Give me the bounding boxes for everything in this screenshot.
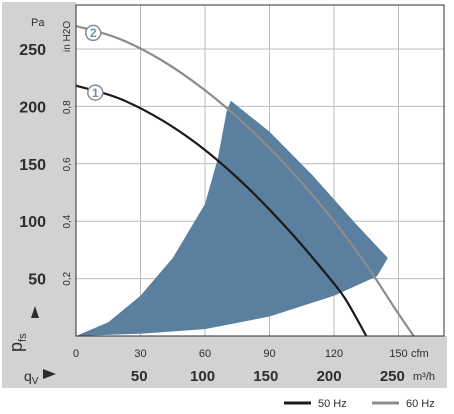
operating-region-layer xyxy=(76,100,388,336)
legend-label-50hz: 50 Hz xyxy=(318,398,347,410)
y-axis-symbol-main: p xyxy=(6,342,26,352)
cfm-tick-label-150: 150 xyxy=(389,348,407,360)
m3h-tick-label-200: 200 xyxy=(317,368,342,385)
inh2o-unit-label: in H2O xyxy=(62,21,73,52)
pa-unit-label: Pa xyxy=(31,17,45,29)
x-axis-symbol-main: q xyxy=(24,368,32,384)
curve-marker-label-1: 1 xyxy=(92,86,99,100)
m3h-tick-label-150: 150 xyxy=(253,368,278,385)
inh2o-tick-label-3: 0,8 xyxy=(62,100,73,114)
m3h-tick-label-250: 250 xyxy=(380,368,405,385)
inh2o-tick-label-1: 0,4 xyxy=(62,214,73,228)
x-axis-symbol-sub: V xyxy=(32,376,39,387)
cfm-tick-label-60: 60 xyxy=(199,348,211,360)
x-axis-symbol: qV xyxy=(24,368,39,387)
cfm-tick-label-120: 120 xyxy=(325,348,343,360)
y-axis-symbol: pfs xyxy=(6,333,29,352)
y-axis-symbol-sub: fs xyxy=(17,333,29,342)
pa-tick-label-100: 100 xyxy=(19,214,46,231)
m3h-unit-label: m³/h xyxy=(413,371,435,383)
m3h-tick-label-100: 100 xyxy=(190,368,215,385)
inh2o-tick-label-0: 0,2 xyxy=(62,271,73,285)
curve-marker-label-2: 2 xyxy=(90,26,97,40)
curve-marker-circle-2 xyxy=(84,24,102,42)
cfm-tick-label-90: 90 xyxy=(263,348,275,360)
pa-tick-label-50: 50 xyxy=(28,272,46,289)
curve-markers-layer: 12 xyxy=(84,24,104,101)
bottom-axis-panel xyxy=(2,336,447,388)
m3h-tick-label-50: 50 xyxy=(131,368,148,385)
curves-layer xyxy=(75,24,415,337)
left-axis-panel xyxy=(2,2,76,364)
cfm-tick-label-0: 0 xyxy=(73,348,79,360)
x-axis-arrow-icon xyxy=(43,369,56,379)
pa-tick-label-150: 150 xyxy=(19,157,46,174)
operating-region xyxy=(76,100,388,336)
inh2o-tick-label-2: 0,6 xyxy=(62,157,73,171)
legend-label-60hz: 60 Hz xyxy=(406,398,435,410)
curve-marker-circle-1 xyxy=(87,84,104,101)
tick-labels-layer: 50 100 150 200 250 0,2 0,4 0,6 0,8 0 30 60 90 120 150 5… xyxy=(19,42,407,385)
y-axis-arrow-icon xyxy=(31,306,39,318)
pa-tick-label-250: 250 xyxy=(19,42,46,59)
pa-tick-label-200: 200 xyxy=(19,99,46,116)
plot-frame xyxy=(75,4,445,337)
cfm-tick-label-30: 30 xyxy=(134,348,146,360)
cfm-unit-label: cfm xyxy=(411,348,429,360)
curve-60hz xyxy=(75,24,415,337)
curve-50hz xyxy=(75,84,368,337)
